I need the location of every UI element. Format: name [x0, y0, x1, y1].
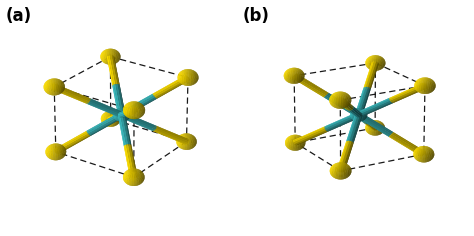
- Text: (b): (b): [242, 7, 269, 25]
- Text: (a): (a): [5, 7, 31, 25]
